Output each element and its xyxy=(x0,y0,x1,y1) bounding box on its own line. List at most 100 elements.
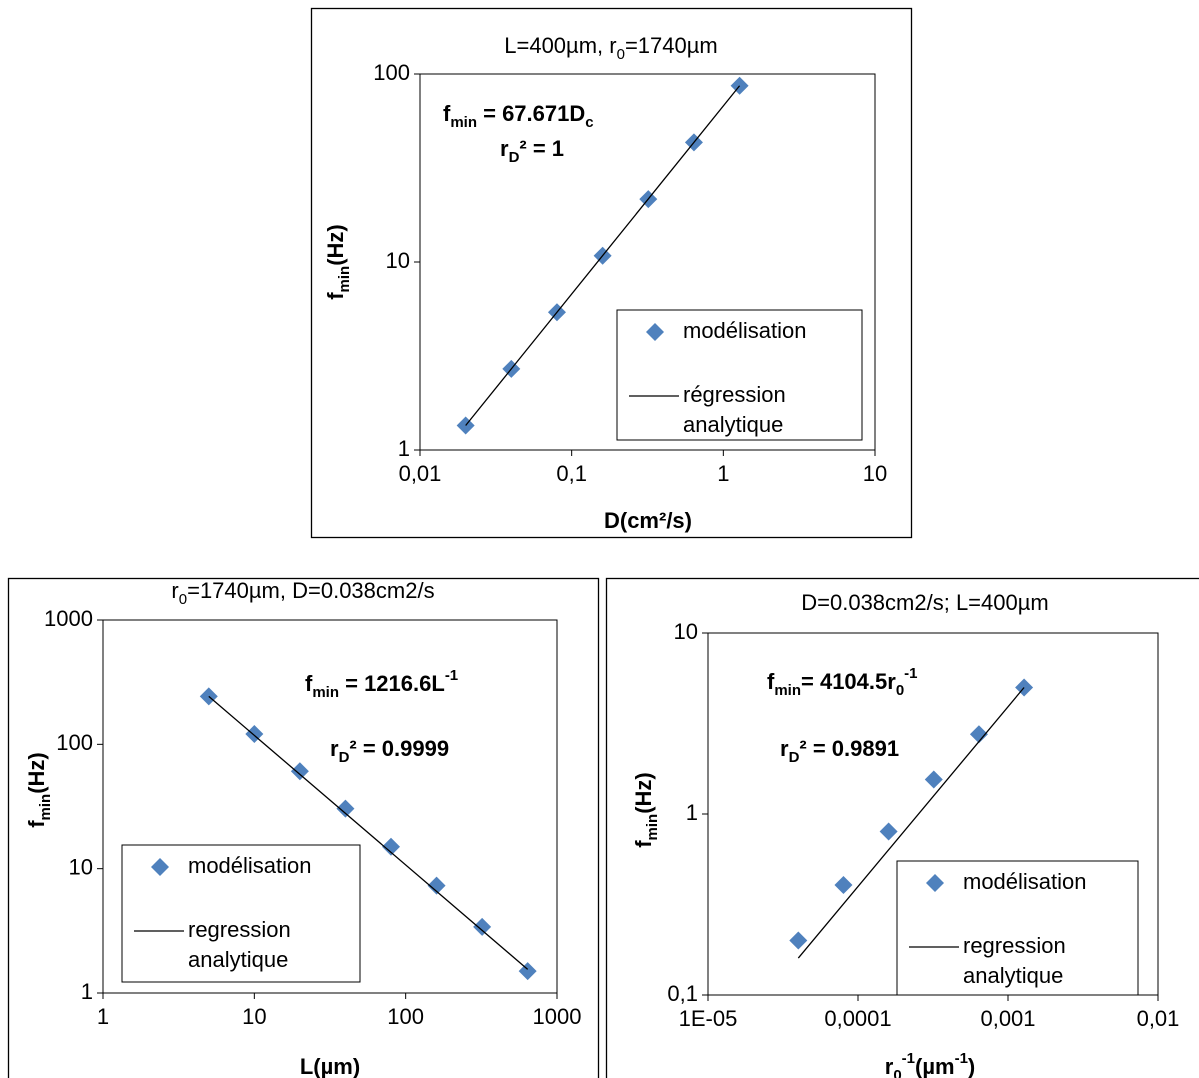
equation-annotation-part: ² = 0.9891 xyxy=(799,736,899,761)
data-point xyxy=(473,917,492,936)
equation-annotation: rD² = 0.9999 xyxy=(330,736,449,767)
y-axis-label: fmin(Hz) xyxy=(631,772,662,848)
y-axis-label-part: min xyxy=(336,266,353,293)
chart-title: L=400µm, r0=1740µm xyxy=(504,33,717,64)
chart-title-part: 0 xyxy=(179,591,187,608)
x-tick-label: 0,0001 xyxy=(824,1006,891,1031)
data-point xyxy=(879,822,898,841)
equation-annotation-part: ² = 1 xyxy=(519,136,564,161)
x-tick-label: 0,001 xyxy=(980,1006,1035,1031)
x-tick-label: 100 xyxy=(387,1004,424,1029)
chart-title-part: L=400µm, r xyxy=(504,33,616,58)
x-axis-label: r0-1(µm-1) xyxy=(885,1050,976,1078)
y-tick-label: 1 xyxy=(686,800,698,825)
chart-title: r0=1740µm, D=0.038cm2/s xyxy=(171,578,434,609)
equation-annotation-part: -1 xyxy=(904,665,917,682)
equation-annotation-part: ² = 0.9999 xyxy=(349,736,449,761)
regression-line xyxy=(208,695,529,970)
regression-line xyxy=(797,687,1025,959)
equation-annotation-part: c xyxy=(585,114,593,131)
legend-label-line: regression xyxy=(963,933,1072,958)
x-axis-label-part: r xyxy=(885,1054,894,1078)
x-axis-label-part: -1 xyxy=(902,1050,915,1067)
legend-label: modélisation xyxy=(963,869,1087,894)
y-axis-label-part: (Hz) xyxy=(24,752,49,794)
x-tick-label: 0,01 xyxy=(1137,1006,1180,1031)
x-tick-label: 1 xyxy=(717,461,729,486)
equation-annotation: rD² = 1 xyxy=(500,136,564,167)
legend-label: modélisation xyxy=(188,853,312,878)
y-axis-label: fmin(Hz) xyxy=(323,224,354,300)
x-axis-label-part: -1 xyxy=(955,1050,968,1067)
legend-label-line: régression xyxy=(683,382,792,407)
data-point xyxy=(245,725,264,744)
data-point xyxy=(834,876,853,895)
chart-frame xyxy=(605,577,1199,1078)
x-tick-label: 0,01 xyxy=(399,461,442,486)
x-tick-label: 1E-05 xyxy=(679,1006,738,1031)
legend-label: régression analytique xyxy=(683,382,792,437)
equation-annotation-part: = 4104.5r xyxy=(801,669,896,694)
y-axis-label-part: min xyxy=(644,814,661,841)
equation-annotation-part: 0 xyxy=(896,682,904,699)
chart-frame xyxy=(310,7,913,539)
legend-label-line: analytique xyxy=(188,947,288,972)
plot-area xyxy=(102,619,558,994)
data-point xyxy=(1015,678,1034,697)
x-tick-label: 0,1 xyxy=(556,461,587,486)
y-axis-label: fmin(Hz) xyxy=(24,752,55,828)
equation-annotation-part: r xyxy=(500,136,509,161)
x-tick-label: 1000 xyxy=(533,1004,582,1029)
y-tick-label: 1 xyxy=(398,436,410,461)
y-tick-label: 10 xyxy=(386,248,410,273)
chart-title-part: =1740µm xyxy=(625,33,718,58)
legend-label-line: analytique xyxy=(683,412,783,437)
legend-marker xyxy=(646,323,664,341)
y-tick-label: 1 xyxy=(81,979,93,1004)
data-point xyxy=(789,931,808,950)
y-axis-label-part: f xyxy=(631,840,656,848)
chart-frame xyxy=(7,577,600,1078)
data-point xyxy=(382,837,401,856)
x-tick-label: 1 xyxy=(97,1004,109,1029)
equation-annotation-part: r xyxy=(330,736,339,761)
y-axis-label-part: min xyxy=(37,794,54,821)
data-point xyxy=(969,725,988,744)
y-tick-label: 0,1 xyxy=(667,981,698,1006)
equation-annotation-part: min xyxy=(450,114,477,131)
x-axis-label-part: (µm xyxy=(915,1054,955,1078)
legend-marker xyxy=(151,858,169,876)
chart-title-part: D=0.038cm2/s; L=400µm xyxy=(801,590,1048,615)
x-axis-label: L(µm) xyxy=(300,1054,360,1078)
legend-label: modélisation xyxy=(683,318,807,343)
equation-annotation-part: r xyxy=(780,736,789,761)
equation-annotation: fmin = 1216.6L-1 xyxy=(305,667,458,701)
equation-annotation-part: min xyxy=(312,684,339,701)
data-point xyxy=(336,799,355,818)
x-axis-label-part: D(cm²/s) xyxy=(604,508,692,533)
x-axis-label-part: ) xyxy=(968,1054,975,1078)
equation-annotation-part: D xyxy=(509,149,520,166)
legend-label-line: regression xyxy=(188,917,297,942)
y-axis-label-part: f xyxy=(24,820,49,828)
x-tick-label: 10 xyxy=(242,1004,266,1029)
legend-label-line: analytique xyxy=(963,963,1063,988)
y-axis-label-part: (Hz) xyxy=(631,772,656,814)
y-tick-label: 10 xyxy=(674,619,698,644)
y-axis-label-part: f xyxy=(323,292,348,300)
legend-label: regression analytique xyxy=(188,917,297,972)
equation-annotation-part: D xyxy=(789,749,800,766)
equation-annotation-part: min xyxy=(774,682,801,699)
equation-annotation-part: f xyxy=(767,669,775,694)
legend-label: regression analytique xyxy=(963,933,1072,988)
y-tick-label: 10 xyxy=(69,854,93,879)
data-point xyxy=(427,876,446,895)
y-tick-label: 100 xyxy=(56,730,93,755)
x-axis-label-part: 0 xyxy=(893,1067,901,1078)
equation-annotation-part: f xyxy=(305,671,313,696)
chart-title-part: =1740µm, D=0.038cm2/s xyxy=(187,578,434,603)
equation-annotation-part: f xyxy=(443,101,451,126)
chart-title-part: r xyxy=(171,578,178,603)
